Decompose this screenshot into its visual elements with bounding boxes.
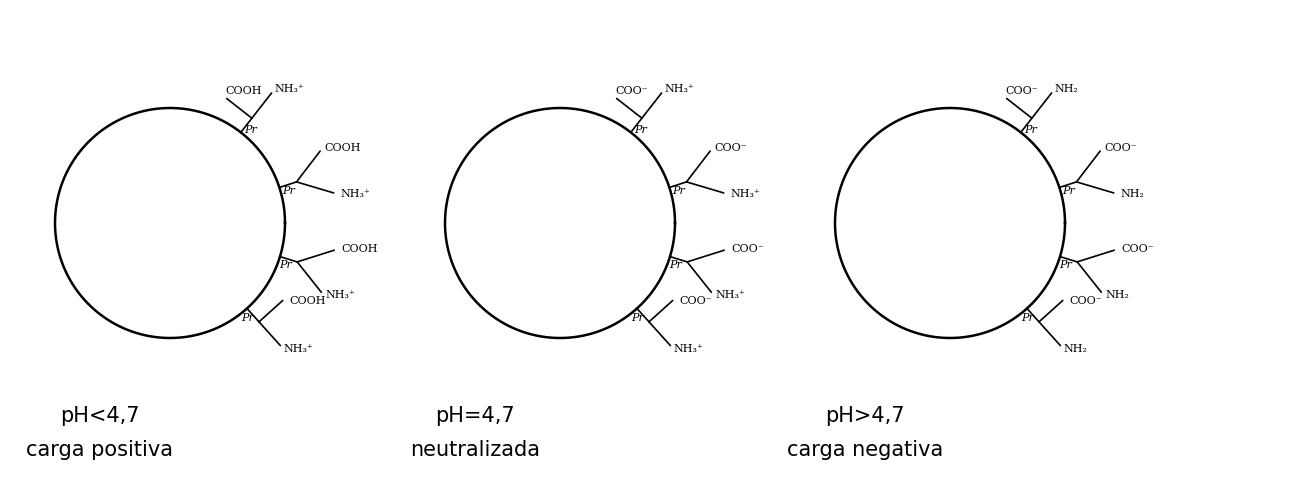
- Text: carga negativa: carga negativa: [786, 440, 944, 460]
- Text: Pr: Pr: [1062, 185, 1075, 196]
- Text: pH=4,7: pH=4,7: [436, 406, 514, 426]
- Text: COOH: COOH: [340, 244, 378, 254]
- Text: Pr: Pr: [673, 185, 686, 196]
- Text: COO⁻: COO⁻: [616, 86, 648, 97]
- Text: COO⁻: COO⁻: [679, 296, 713, 306]
- Text: NH₂: NH₂: [1106, 290, 1129, 301]
- Text: carga positiva: carga positiva: [27, 440, 174, 460]
- Text: COO⁻: COO⁻: [1070, 296, 1102, 306]
- Text: NH₃⁺: NH₃⁺: [674, 345, 704, 354]
- Text: COO⁻: COO⁻: [714, 143, 748, 153]
- Text: neutralizada: neutralizada: [410, 440, 540, 460]
- Text: NH₂: NH₂: [1063, 345, 1088, 354]
- Text: Pr: Pr: [280, 260, 293, 270]
- Text: Pr: Pr: [1023, 125, 1036, 135]
- Text: Pr: Pr: [282, 185, 295, 196]
- Text: NH₃⁺: NH₃⁺: [731, 189, 761, 199]
- Text: pH>4,7: pH>4,7: [825, 406, 905, 426]
- Text: COOH: COOH: [325, 143, 361, 153]
- Text: NH₃⁺: NH₃⁺: [284, 345, 313, 354]
- Text: COO⁻: COO⁻: [1105, 143, 1137, 153]
- Text: Pr: Pr: [634, 125, 647, 135]
- Text: Pr: Pr: [1060, 260, 1072, 270]
- Text: NH₃⁺: NH₃⁺: [340, 189, 370, 199]
- Text: pH<4,7: pH<4,7: [61, 406, 139, 426]
- Text: NH₃⁺: NH₃⁺: [665, 84, 695, 94]
- Text: COO⁻: COO⁻: [1005, 86, 1039, 97]
- Text: NH₃⁺: NH₃⁺: [715, 290, 745, 301]
- Text: COO⁻: COO⁻: [1121, 244, 1154, 254]
- Text: Pr: Pr: [244, 125, 257, 135]
- Text: Pr: Pr: [241, 313, 254, 324]
- Text: NH₂: NH₂: [1120, 189, 1145, 199]
- Text: NH₃⁺: NH₃⁺: [326, 290, 356, 301]
- Text: Pr: Pr: [669, 260, 682, 270]
- Text: Pr: Pr: [632, 313, 644, 324]
- Text: COO⁻: COO⁻: [731, 244, 763, 254]
- Text: NH₂: NH₂: [1054, 84, 1079, 94]
- Text: COOH: COOH: [290, 296, 326, 306]
- Text: COOH: COOH: [226, 86, 262, 97]
- Text: Pr: Pr: [1021, 313, 1034, 324]
- Text: NH₃⁺: NH₃⁺: [275, 84, 304, 94]
